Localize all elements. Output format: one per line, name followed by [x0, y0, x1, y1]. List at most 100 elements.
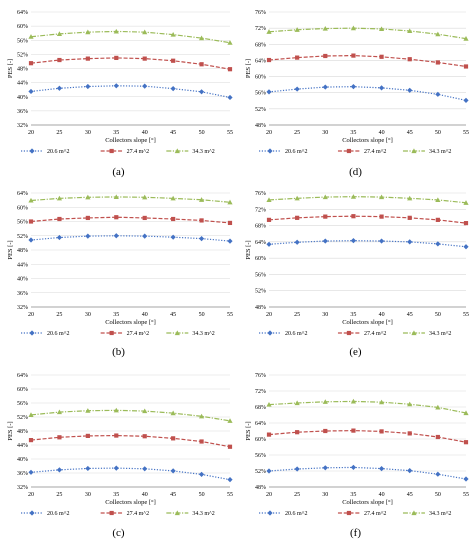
- series-line: [268, 54, 467, 68]
- data-point: [266, 241, 272, 247]
- data-point: [170, 195, 176, 201]
- series-line: [30, 216, 231, 224]
- y-tick-label: 64%: [255, 58, 266, 64]
- data-point: [114, 433, 119, 438]
- y-tick-label: 56%: [17, 401, 28, 407]
- legend-item: 34.3 m^2: [166, 510, 215, 517]
- data-point: [57, 57, 62, 63]
- data-point: [435, 91, 441, 97]
- chart-panel-2: 32% 36% 40% 44% 48% 52% 56% 60% 64% 20 25 30 35 40 45 5…: [7, 191, 233, 358]
- series-0: [266, 464, 469, 482]
- data-point: [170, 234, 176, 240]
- y-tick-label: 44%: [17, 81, 28, 87]
- legend-item: 27.4 m^2: [337, 330, 386, 337]
- legend-label: 34.3 m^2: [192, 511, 214, 517]
- data-point: [351, 214, 356, 219]
- series-0: [28, 465, 233, 483]
- series-1: [28, 433, 233, 449]
- x-tick-label: 50: [435, 130, 441, 136]
- y-tick-label: 56%: [17, 220, 28, 226]
- y-axis-title: PES [-]: [245, 59, 252, 78]
- data-point: [350, 398, 357, 404]
- data-point: [266, 89, 272, 95]
- data-point: [322, 25, 328, 31]
- legend-swatch-marker: [346, 510, 352, 516]
- series-line: [30, 30, 231, 44]
- data-point: [407, 468, 413, 474]
- legend-swatch-marker: [109, 148, 114, 154]
- legend-item: 34.3 m^2: [402, 148, 451, 155]
- data-point: [57, 216, 62, 222]
- data-point: [463, 36, 469, 41]
- series-line: [268, 196, 467, 204]
- legend-label: 27.4 m^2: [364, 149, 386, 155]
- x-tick-label: 25: [56, 492, 62, 498]
- x-tick-label: 45: [407, 492, 413, 498]
- data-point: [322, 194, 328, 200]
- series-2: [266, 398, 469, 416]
- chart-panel-1: 48% 52% 56% 60% 64% 68% 72% 76% 20 25 30 35 40 45 50 55…: [245, 10, 469, 178]
- y-tick-label: 64%: [17, 373, 28, 379]
- y-tick-label: 52%: [17, 234, 28, 240]
- data-point: [407, 87, 413, 93]
- legend-item: 27.4 m^2: [100, 510, 149, 517]
- data-point: [227, 477, 233, 483]
- legend-label: 34.3 m^2: [192, 149, 214, 155]
- data-point: [463, 440, 469, 445]
- legend-swatch-marker: [346, 148, 352, 154]
- legend-swatch-marker: [29, 510, 35, 516]
- y-tick-label: 40%: [17, 277, 28, 283]
- y-tick-label: 52%: [17, 415, 28, 421]
- legend-swatch-marker: [174, 330, 180, 336]
- data-point: [198, 35, 205, 41]
- y-tick-label: 56%: [255, 91, 266, 97]
- data-point: [295, 55, 300, 60]
- x-tick-label: 20: [266, 312, 272, 318]
- panel-label: (c): [112, 527, 125, 539]
- y-tick-label: 36%: [17, 109, 28, 115]
- legend-label: 34.3 m^2: [429, 149, 451, 155]
- y-tick-label: 64%: [17, 191, 28, 197]
- data-point: [463, 64, 469, 69]
- legend-item: 27.4 m^2: [100, 330, 149, 337]
- y-tick-label: 60%: [255, 437, 266, 443]
- y-tick-label: 72%: [255, 26, 266, 32]
- y-tick-label: 48%: [255, 485, 266, 491]
- series-line: [30, 467, 231, 481]
- series-line: [268, 215, 467, 224]
- data-point: [170, 468, 176, 474]
- x-tick-label: 25: [56, 130, 62, 136]
- y-axis-title: PES [-]: [7, 240, 14, 259]
- data-point: [266, 217, 272, 222]
- data-point: [351, 53, 356, 58]
- legend-label: 27.4 m^2: [364, 331, 386, 337]
- series-0: [28, 83, 233, 101]
- data-point: [351, 428, 356, 433]
- x-tick-label: 50: [199, 492, 205, 498]
- data-point: [379, 54, 384, 59]
- x-tick-label: 35: [113, 492, 119, 498]
- y-tick-label: 72%: [255, 207, 266, 213]
- data-point: [28, 197, 34, 203]
- series-line: [30, 196, 231, 203]
- legend-item: 34.3 m^2: [402, 330, 451, 337]
- y-tick-label: 52%: [255, 289, 266, 295]
- data-point: [322, 465, 328, 471]
- data-point: [435, 434, 440, 440]
- x-tick-label: 40: [379, 130, 385, 136]
- y-tick-label: 68%: [255, 42, 266, 48]
- data-point: [56, 195, 63, 201]
- legend: 20.6 m^2 27.4 m^2 34.3 m^2: [259, 510, 451, 517]
- x-axis-title: Collectors slope [°]: [105, 137, 156, 144]
- y-tick-label: 76%: [255, 191, 266, 197]
- data-point: [435, 31, 441, 37]
- panel-label: (d): [349, 166, 362, 178]
- data-point: [113, 407, 119, 413]
- series-line: [30, 85, 231, 99]
- data-point: [266, 57, 272, 63]
- legend: 20.6 m^2 27.4 m^2 34.3 m^2: [21, 510, 215, 517]
- x-tick-label: 35: [113, 130, 119, 136]
- legend-swatch-marker: [174, 510, 180, 516]
- data-point: [170, 410, 176, 416]
